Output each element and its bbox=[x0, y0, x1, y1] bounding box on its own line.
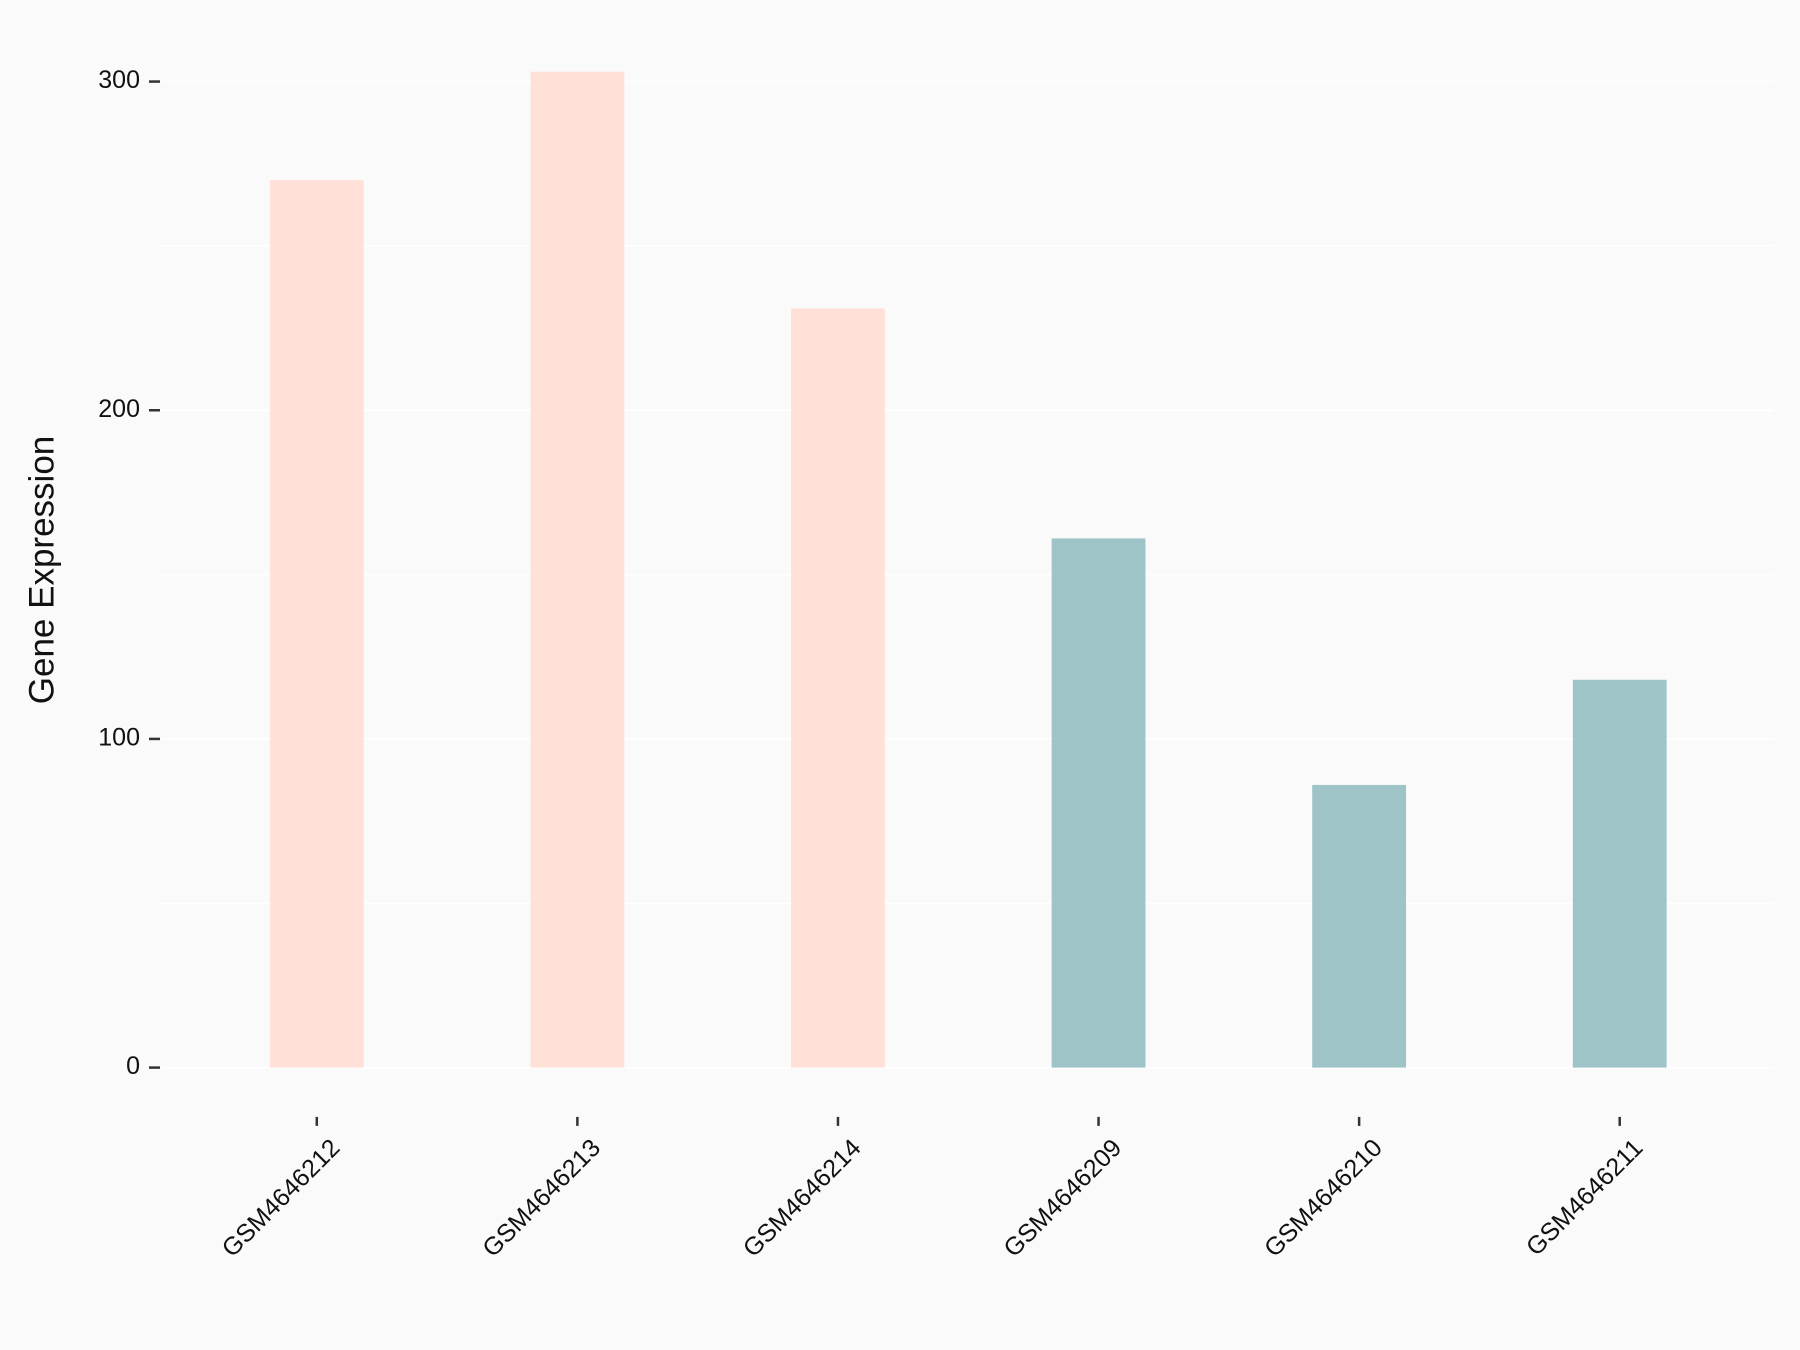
y-axis-title: Gene Expression bbox=[22, 436, 61, 704]
bar bbox=[1051, 538, 1146, 1068]
bar bbox=[530, 71, 625, 1068]
bar bbox=[1312, 784, 1407, 1068]
bar bbox=[269, 180, 364, 1068]
y-tick-label: 100 bbox=[98, 724, 140, 752]
y-tick-label: 300 bbox=[98, 66, 140, 94]
bar bbox=[1572, 679, 1667, 1068]
y-tick-label: 200 bbox=[98, 395, 140, 423]
bar bbox=[791, 308, 885, 1068]
y-tick-label: 0 bbox=[126, 1052, 140, 1080]
